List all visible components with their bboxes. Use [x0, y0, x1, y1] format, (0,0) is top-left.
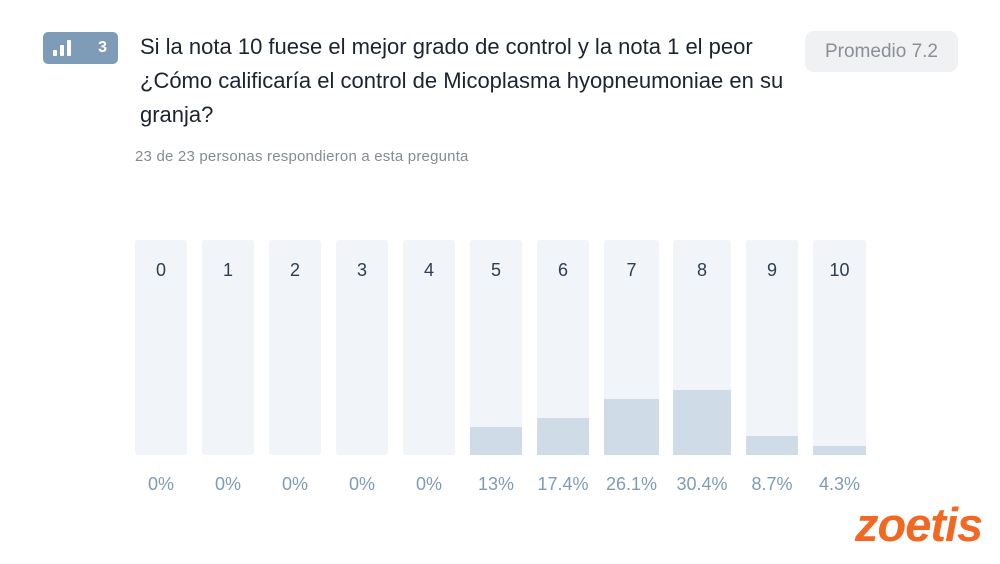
question-number: 3 [98, 39, 107, 56]
bar-column-10: 10 [813, 240, 866, 455]
percent-label-8: 30.4% [676, 474, 728, 494]
percent-label-3: 0% [348, 474, 375, 494]
question-title: Si la nota 10 fuese el mejor grado de co… [140, 34, 784, 127]
zoetis-logo-text: zoetis [854, 498, 982, 551]
zoetis-logo: zoetis [854, 498, 983, 551]
respondents-count: 23 de 23 personas respondieron a esta pr… [135, 148, 469, 165]
percent-label-0: 0% [147, 474, 174, 494]
category-label-3: 3 [356, 260, 367, 280]
category-label-4: 4 [423, 260, 434, 280]
bar-fill-8 [673, 389, 731, 455]
percent-label-9: 8.7% [751, 474, 793, 494]
percent-label-2: 0% [281, 474, 308, 494]
bar-chart-icon [53, 40, 71, 56]
bar-column-5: 5 [470, 240, 522, 455]
bar-column-9: 9 [746, 240, 798, 455]
percent-label-4: 0% [415, 474, 442, 494]
bar-fill-9 [746, 436, 798, 455]
average-badge: Promedio 7.2 [805, 31, 958, 72]
bar-column-2: 2 [269, 240, 321, 455]
percent-label-6: 17.4% [537, 474, 589, 494]
bar-column-6: 6 [537, 240, 589, 455]
bar-fill-5 [470, 427, 522, 455]
bar-column-1: 1 [202, 240, 254, 455]
percent-label-10: 4.3% [818, 474, 861, 494]
percent-label-1: 0% [214, 474, 241, 494]
bar-fill-10 [813, 445, 866, 455]
category-label-9: 9 [766, 260, 777, 280]
bar-fill-7 [604, 398, 659, 455]
bar-column-3: 3 [336, 240, 388, 455]
percent-label-7: 26.1% [605, 474, 658, 494]
bar-fill-6 [537, 417, 589, 455]
category-label-10: 10 [829, 260, 850, 280]
bar-column-8: 8 [673, 240, 731, 455]
category-label-2: 2 [289, 260, 300, 280]
category-label-5: 5 [490, 260, 501, 280]
category-label-0: 0 [155, 260, 166, 280]
category-label-7: 7 [626, 260, 637, 280]
question-number-badge: 3 [43, 32, 118, 64]
bar-column-0: 0 [135, 240, 187, 455]
category-label-1: 1 [222, 260, 233, 280]
bar-column-7: 7 [604, 240, 659, 455]
category-label-8: 8 [696, 260, 707, 280]
percent-label-5: 13% [477, 474, 515, 494]
bar-column-4: 4 [403, 240, 455, 455]
category-label-6: 6 [557, 260, 568, 280]
